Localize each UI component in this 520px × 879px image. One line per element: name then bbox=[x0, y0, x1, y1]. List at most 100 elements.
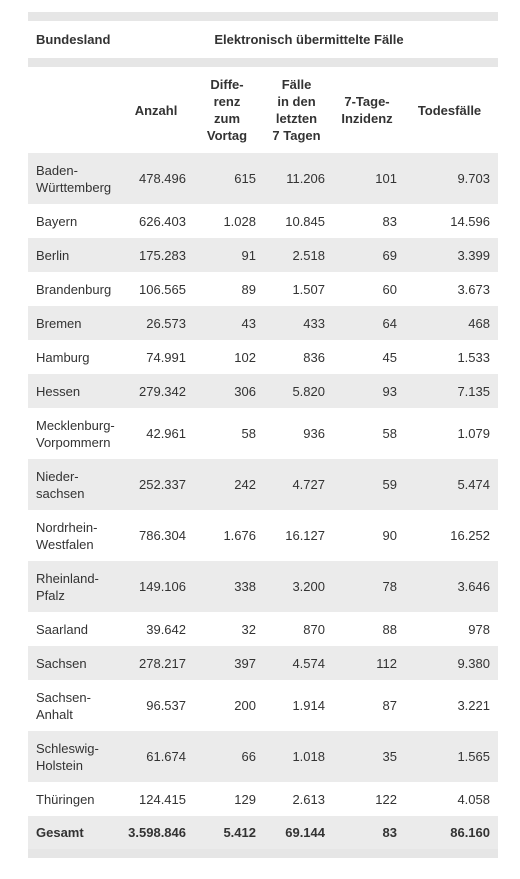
table-cell: 88 bbox=[382, 621, 397, 637]
table-cell: Nieder- sachsen bbox=[28, 459, 120, 510]
table-cell: 306 bbox=[192, 374, 262, 408]
table-cell: 122 bbox=[375, 791, 397, 807]
table-cell: 936 bbox=[303, 426, 325, 441]
table-cell: 252.337 bbox=[120, 459, 192, 510]
table-cell: Berlin bbox=[28, 238, 120, 272]
table-cell: 10.845 bbox=[285, 213, 325, 229]
table-cell: 58 bbox=[382, 426, 397, 441]
table-row: Bayern 626.403 1.028 10.845 83 14.596 bbox=[28, 204, 498, 238]
table-cell: 2.518 bbox=[262, 238, 331, 272]
table-cell: 96.537 bbox=[146, 698, 186, 713]
table-row: Bremen 26.573 43 433 64 468 bbox=[28, 306, 498, 340]
table-cell: Nordrhein- Westfalen bbox=[36, 519, 98, 552]
table-cell: 3.646 bbox=[403, 561, 498, 612]
table-cell: 106.565 bbox=[139, 281, 186, 297]
table-row: Rheinland- Pfalz 149.106 338 3.200 78 3.646 bbox=[28, 561, 498, 612]
column-header: Fälle in den letzten 7 Tagen bbox=[272, 77, 321, 143]
table-cell: Thüringen bbox=[36, 791, 95, 807]
table-cell: Baden- Württemberg bbox=[28, 153, 120, 204]
table-cell: 478.496 bbox=[120, 153, 192, 204]
table-cell: 175.283 bbox=[120, 238, 192, 272]
table-cell: Bayern bbox=[36, 213, 78, 229]
table-cell: 61.674 bbox=[120, 731, 192, 782]
table-cell: 615 bbox=[192, 153, 262, 204]
table-cell: 59 bbox=[331, 459, 403, 510]
table-cell: 3.673 bbox=[457, 281, 490, 297]
table-row: Brandenburg 106.565 89 1.507 60 3.673 bbox=[28, 272, 498, 306]
column-header-row: Anzahl Diffe- renz zum Vortag Fälle in den… bbox=[28, 67, 498, 153]
table-cell: 4.727 bbox=[262, 459, 331, 510]
table-cell: 1.565 bbox=[403, 731, 498, 782]
table-cell: 279.342 bbox=[120, 374, 192, 408]
data-table: Anzahl Diffe- renz zum Vortag Fälle in den… bbox=[28, 67, 498, 849]
table-cell: 69 bbox=[331, 238, 403, 272]
table-cell: Gesamt bbox=[28, 816, 120, 849]
table-cell: 1.914 bbox=[292, 698, 325, 713]
table-cell: 45 bbox=[382, 349, 397, 365]
table-row: Baden- Württemberg 478.496 615 11.206 101 9.7… bbox=[28, 153, 498, 204]
table-cell: 870 bbox=[303, 621, 325, 637]
table-cell: 39.642 bbox=[146, 621, 186, 637]
table-cell: 32 bbox=[241, 621, 256, 637]
header-table: Bundesland Elektronisch übermittelte Fäl… bbox=[28, 21, 498, 58]
table-row: Saarland 39.642 32 870 88 978 bbox=[28, 612, 498, 646]
table-cell: 89 bbox=[241, 281, 256, 297]
header-row: Bundesland Elektronisch übermittelte Fäl… bbox=[28, 21, 498, 58]
table-cell: 43 bbox=[192, 306, 262, 340]
table-row: Nieder- sachsen 252.337 242 4.727 59 5.474 bbox=[28, 459, 498, 510]
table-cell: 1.018 bbox=[262, 731, 331, 782]
table-row: Berlin 175.283 91 2.518 69 3.399 bbox=[28, 238, 498, 272]
table-cell: 3.598.846 bbox=[120, 816, 192, 849]
table-cell: 626.403 bbox=[139, 213, 186, 229]
table-cell: 978 bbox=[468, 621, 490, 637]
table-cell: 397 bbox=[192, 646, 262, 680]
table-cell: 26.573 bbox=[120, 306, 192, 340]
column-header: Todesfälle bbox=[417, 102, 482, 118]
table-cell: 5.820 bbox=[262, 374, 331, 408]
table-cell: 4.058 bbox=[457, 791, 490, 807]
table-cell: 5.412 bbox=[192, 816, 262, 849]
table-cell: 16.127 bbox=[285, 528, 325, 543]
table-cell: 42.961 bbox=[146, 426, 186, 441]
bottom-bar bbox=[28, 849, 498, 858]
column-header: Anzahl bbox=[134, 102, 178, 118]
table-row: Mecklenburg- Vorpommern 42.961 58 936 58 1.07… bbox=[28, 408, 498, 459]
table-cell: Saarland bbox=[36, 621, 89, 637]
table-cell: Hamburg bbox=[36, 349, 90, 365]
table-cell: 1.028 bbox=[223, 213, 256, 229]
table-row: Sachsen- Anhalt 96.537 200 1.914 87 3.221 bbox=[28, 680, 498, 731]
table-cell: Sachsen- Anhalt bbox=[36, 689, 91, 722]
table-row: Hamburg 74.991 102 836 45 1.533 bbox=[28, 340, 498, 374]
table-cell: 35 bbox=[331, 731, 403, 782]
table-cell: 91 bbox=[192, 238, 262, 272]
column-header: Diffe- renz zum Vortag bbox=[206, 77, 248, 143]
table-cell: 66 bbox=[192, 731, 262, 782]
table-cell: 64 bbox=[331, 306, 403, 340]
table-cell: 468 bbox=[403, 306, 498, 340]
table-cell: 836 bbox=[303, 349, 325, 365]
table-cell: 1.533 bbox=[457, 349, 490, 365]
table-cell: 242 bbox=[192, 459, 262, 510]
table-cell: 93 bbox=[331, 374, 403, 408]
table-cell: Brandenburg bbox=[36, 281, 112, 297]
table-cell: 338 bbox=[192, 561, 262, 612]
header-cell: Bundesland bbox=[36, 32, 111, 47]
table-wrap: Bundesland Elektronisch übermittelte Fäl… bbox=[28, 12, 498, 858]
table-cell: 78 bbox=[331, 561, 403, 612]
table-cell: 786.304 bbox=[139, 528, 186, 543]
table-cell: 1.079 bbox=[457, 426, 490, 441]
table-cell: 60 bbox=[382, 281, 397, 297]
table-cell: 74.991 bbox=[146, 349, 186, 365]
table-cell: Rheinland- Pfalz bbox=[28, 561, 120, 612]
header-cell: Elektronisch übermittelte Fälle bbox=[214, 32, 404, 47]
table-cell: 83 bbox=[331, 816, 403, 849]
table-cell: 86.160 bbox=[403, 816, 498, 849]
table-cell: 2.613 bbox=[292, 791, 325, 807]
table-cell: 3.221 bbox=[457, 698, 490, 713]
table-cell: Sachsen bbox=[28, 646, 120, 680]
table-cell: 124.415 bbox=[139, 791, 186, 807]
table-cell: 83 bbox=[382, 213, 397, 229]
table-cell: 16.252 bbox=[450, 528, 490, 543]
table-cell: 3.399 bbox=[403, 238, 498, 272]
